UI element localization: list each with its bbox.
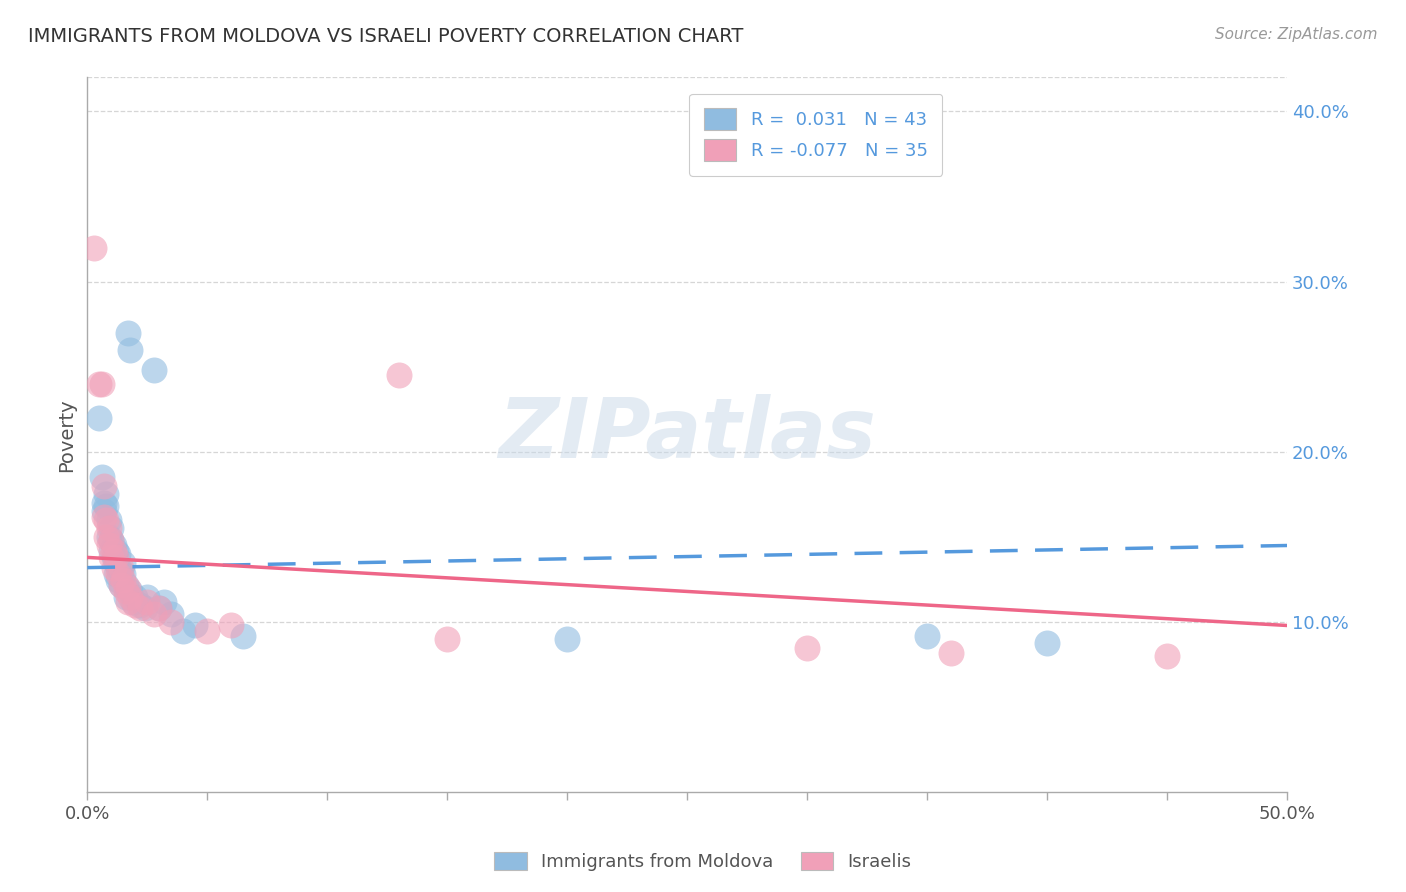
Point xyxy=(232,629,254,643)
Point xyxy=(112,573,135,587)
Point xyxy=(112,567,135,582)
Point xyxy=(120,584,142,599)
Point xyxy=(148,601,170,615)
Text: ZIPatlas: ZIPatlas xyxy=(498,394,876,475)
Point xyxy=(160,615,183,629)
Point xyxy=(915,629,938,643)
Point xyxy=(134,601,156,615)
Point xyxy=(110,560,132,574)
Point xyxy=(110,564,132,578)
Point xyxy=(107,560,129,574)
Point xyxy=(103,539,125,553)
Point xyxy=(96,487,118,501)
Point xyxy=(105,556,128,570)
Point xyxy=(388,368,411,383)
Point xyxy=(114,577,136,591)
Point xyxy=(143,607,166,621)
Point xyxy=(124,590,146,604)
Point xyxy=(117,595,139,609)
Point xyxy=(1156,649,1178,664)
Point xyxy=(100,550,122,565)
Point xyxy=(153,595,176,609)
Point xyxy=(143,363,166,377)
Point xyxy=(120,343,142,357)
Point xyxy=(100,543,122,558)
Point xyxy=(114,590,136,604)
Point xyxy=(93,509,115,524)
Point xyxy=(796,640,818,655)
Point xyxy=(100,521,122,535)
Point xyxy=(100,533,122,548)
Point xyxy=(97,521,120,535)
Point xyxy=(100,533,122,548)
Point xyxy=(939,646,962,660)
Point xyxy=(110,577,132,591)
Point xyxy=(1036,635,1059,649)
Point xyxy=(129,598,152,612)
Point xyxy=(120,590,142,604)
Point xyxy=(124,598,146,612)
Point xyxy=(90,376,112,391)
Point xyxy=(195,624,218,638)
Point xyxy=(89,410,111,425)
Point xyxy=(97,539,120,553)
Point xyxy=(105,550,128,565)
Point xyxy=(105,543,128,558)
Point xyxy=(148,601,170,615)
Point xyxy=(184,618,207,632)
Point xyxy=(136,590,159,604)
Text: Source: ZipAtlas.com: Source: ZipAtlas.com xyxy=(1215,27,1378,42)
Point xyxy=(555,632,578,646)
Point xyxy=(103,560,125,574)
Point xyxy=(436,632,458,646)
Point xyxy=(107,547,129,561)
Point xyxy=(89,376,111,391)
Point xyxy=(172,624,194,638)
Point xyxy=(97,530,120,544)
Point xyxy=(219,618,242,632)
Point xyxy=(96,530,118,544)
Point xyxy=(117,581,139,595)
Point xyxy=(136,595,159,609)
Point xyxy=(112,556,135,570)
Point xyxy=(117,326,139,340)
Point xyxy=(114,584,136,599)
Point xyxy=(93,496,115,510)
Point xyxy=(96,513,118,527)
Point xyxy=(160,607,183,621)
Point xyxy=(83,241,105,255)
Point xyxy=(129,601,152,615)
Point xyxy=(107,567,129,582)
Point xyxy=(110,577,132,591)
Point xyxy=(93,479,115,493)
Point xyxy=(122,595,145,609)
Legend: R =  0.031   N = 43, R = -0.077   N = 35: R = 0.031 N = 43, R = -0.077 N = 35 xyxy=(689,94,942,176)
Point xyxy=(90,470,112,484)
Point xyxy=(103,543,125,558)
Point xyxy=(105,567,128,582)
Point xyxy=(97,513,120,527)
Point xyxy=(103,550,125,565)
Legend: Immigrants from Moldova, Israelis: Immigrants from Moldova, Israelis xyxy=(486,845,920,879)
Y-axis label: Poverty: Poverty xyxy=(58,398,76,472)
Point xyxy=(93,504,115,518)
Point xyxy=(107,573,129,587)
Point xyxy=(96,500,118,514)
Text: IMMIGRANTS FROM MOLDOVA VS ISRAELI POVERTY CORRELATION CHART: IMMIGRANTS FROM MOLDOVA VS ISRAELI POVER… xyxy=(28,27,744,45)
